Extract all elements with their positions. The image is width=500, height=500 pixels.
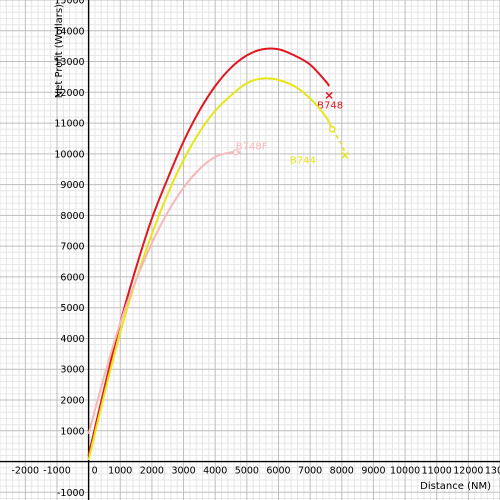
origin-label: 0 [92, 466, 98, 477]
x-tick-label: 10000 [390, 466, 420, 477]
series-line-b748 [87, 47, 330, 456]
x-axis-title: Distance (NM) [420, 481, 491, 492]
x-tick-label: 13000 [485, 466, 500, 477]
y-tick-label: 10000 [54, 149, 84, 160]
series-b748f: B748F [87, 141, 268, 435]
series-line-b748f [87, 150, 241, 435]
series-label-b748: B748 [317, 100, 343, 111]
y-tick-label: 5000 [60, 303, 84, 314]
x-tick-label: 8000 [330, 466, 354, 477]
x-tick-label: 4000 [203, 466, 227, 477]
x-tick-label: 1000 [108, 466, 132, 477]
x-tick-label: 11000 [422, 466, 452, 477]
y-tick-label: 8000 [60, 211, 84, 222]
y-tick-label: 9000 [60, 180, 84, 191]
series-end-marker-b744 [341, 151, 349, 159]
x-tick-label: 3000 [171, 466, 195, 477]
x-tick-label: 5000 [235, 466, 259, 477]
x-tick-label: 6000 [266, 466, 290, 477]
y-tick-label: 11000 [54, 119, 84, 130]
y-tick-label: 15000 [54, 0, 84, 7]
series-label-b744: B744 [290, 155, 316, 166]
x-tick-label: 2000 [140, 466, 164, 477]
x-tick-label: -1000 [43, 466, 71, 477]
series-end-marker-b748f [232, 149, 239, 156]
x-tick-label: 9000 [361, 466, 385, 477]
tick-labels: -2000 -1000 1000 2000 3000 4000 5000 6000 7000 80… [12, 0, 500, 499]
series-b744: B744 [87, 77, 349, 461]
series-marker-b744 [328, 125, 336, 133]
y-tick-label: -1000 [57, 488, 85, 499]
y-tick-label: 6000 [60, 272, 84, 283]
y-tick-label: 14000 [54, 26, 84, 37]
y-tick-label: 13000 [54, 57, 84, 68]
series-end-marker-b748 [325, 91, 333, 99]
x-tick-label: 12000 [453, 466, 483, 477]
x-tick-label: -2000 [12, 466, 40, 477]
y-tick-label: 12000 [54, 88, 84, 99]
series-b748: B748 [87, 47, 343, 456]
x-tick-label: 7000 [298, 466, 322, 477]
series-label-b748f: B748F [236, 141, 268, 152]
y-tick-label: 4000 [60, 334, 84, 345]
series-line-b744 [87, 77, 334, 461]
y-tick-label: 3000 [60, 365, 84, 376]
y-tick-label: 1000 [60, 426, 84, 437]
y-tick-label: 2000 [60, 396, 84, 407]
y-axis-title: Net Profit (Wollars) [54, 4, 65, 98]
series-layer: B748 B744 B748F [87, 47, 349, 461]
y-tick-label: 7000 [60, 242, 84, 253]
